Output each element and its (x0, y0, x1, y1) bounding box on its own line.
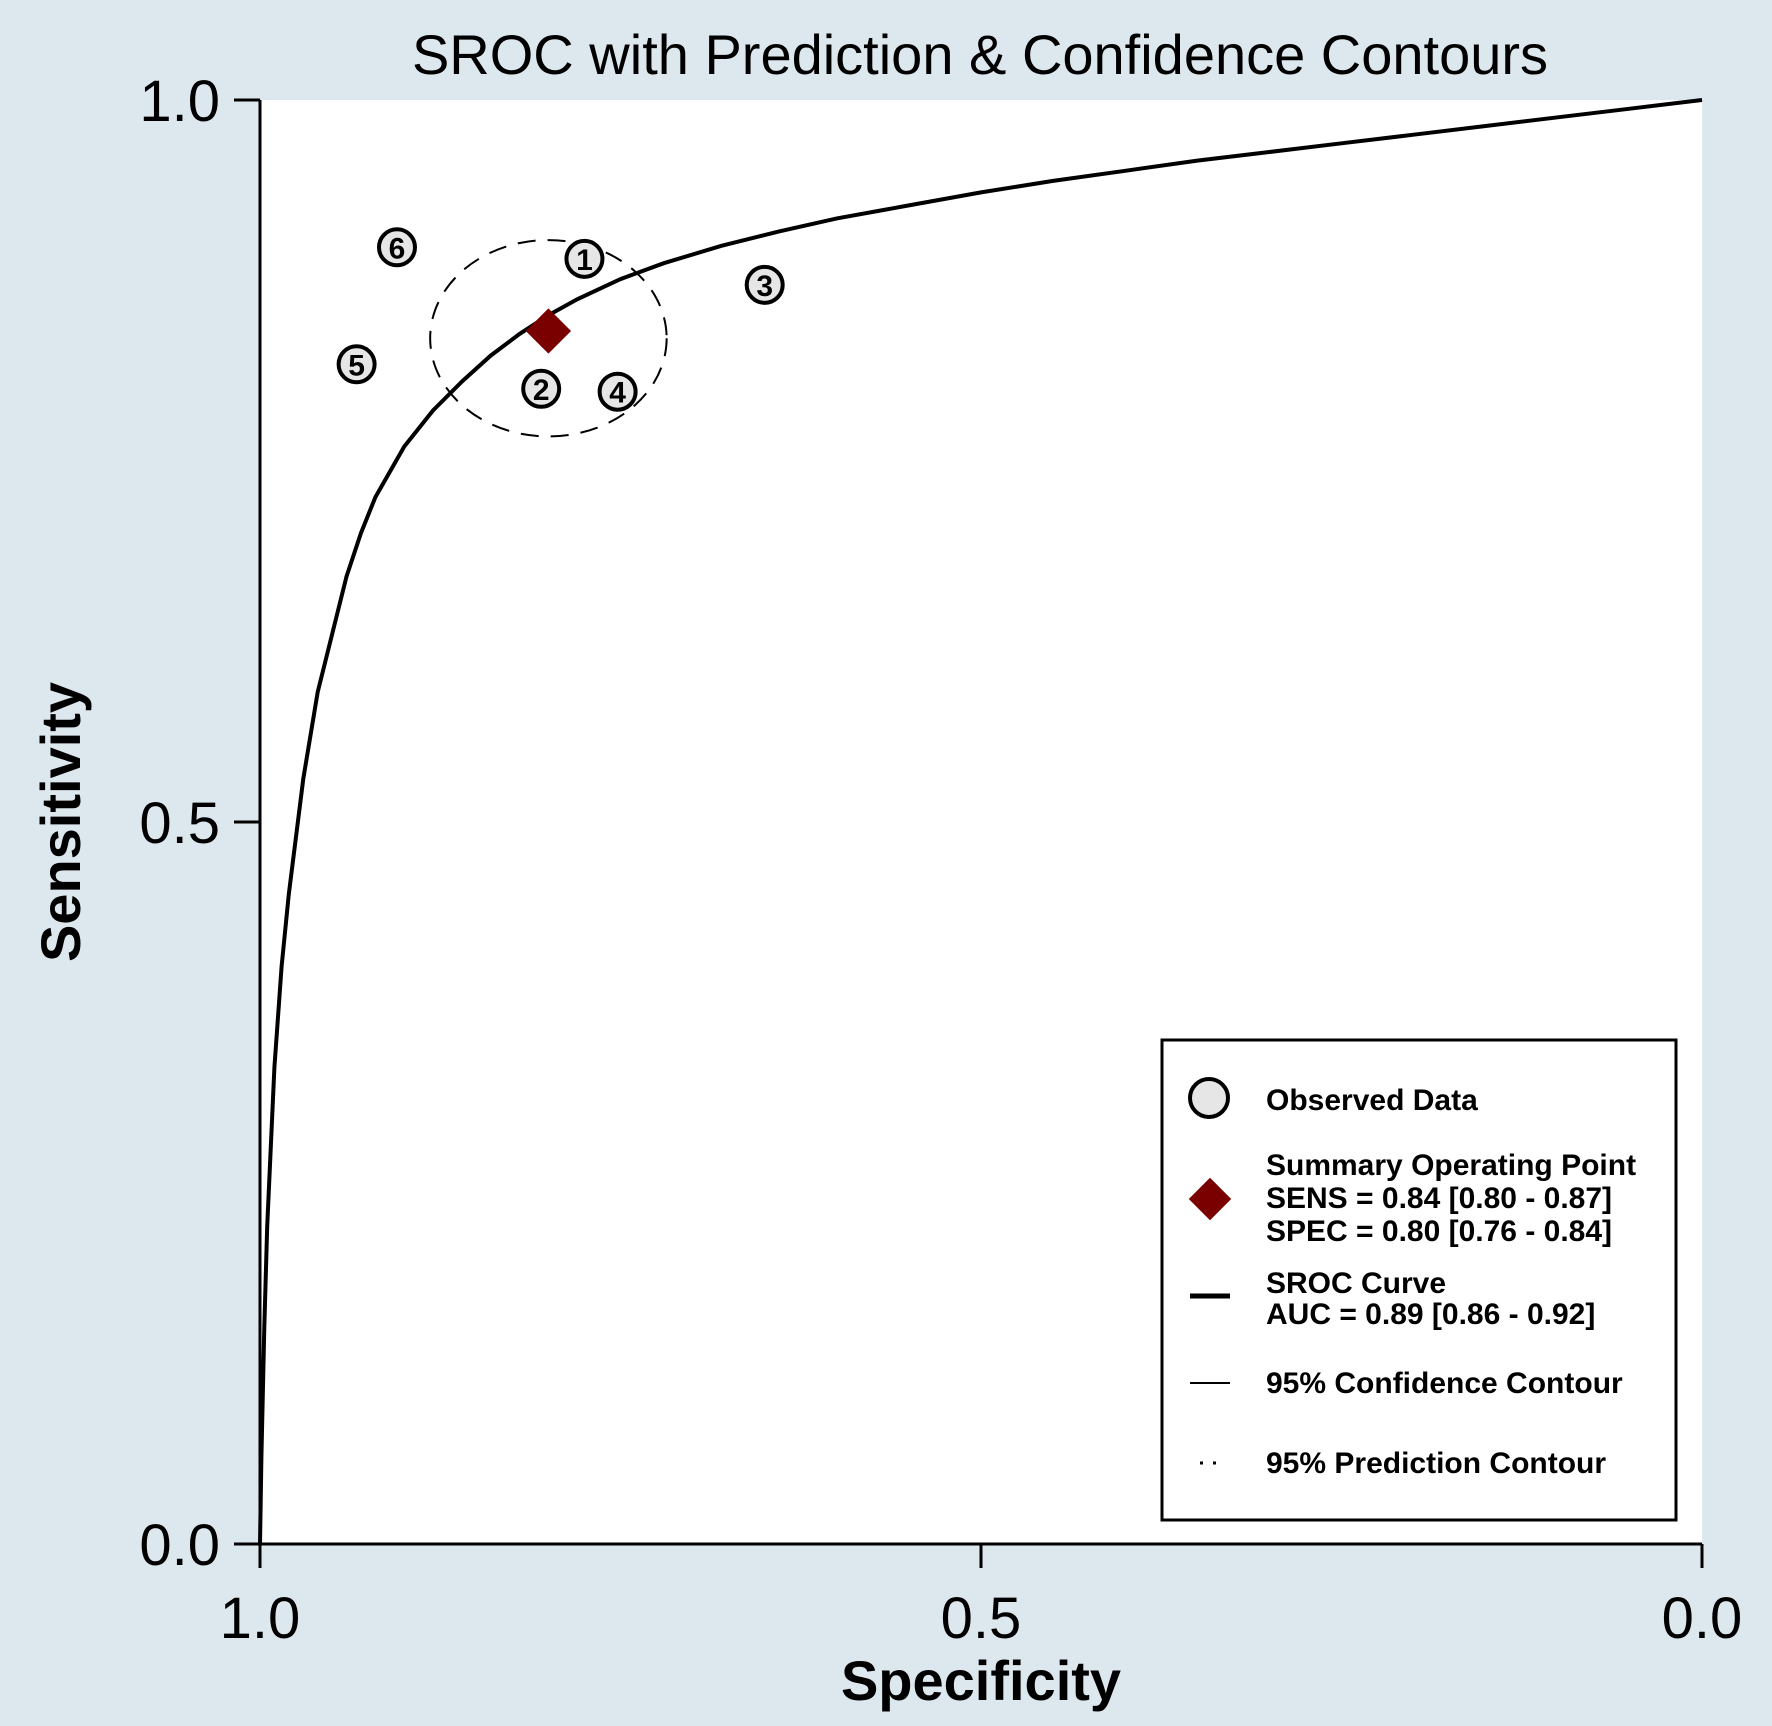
y-axis-title: Sensitivity (29, 682, 92, 962)
observed-point-label: 2 (533, 374, 550, 407)
observed-point-label: 4 (609, 377, 626, 410)
x-tick-label: 1.0 (220, 1586, 301, 1651)
legend: Observed Data Summary Operating Point SE… (1160, 1038, 1678, 1522)
legend-confidence-label: 95% Confidence Contour (1266, 1367, 1623, 1400)
observed-point-label: 3 (756, 270, 773, 303)
confidence-contour (429, 239, 668, 438)
observed-point-label: 1 (576, 244, 593, 277)
summary-point-legend-icon (1188, 1177, 1232, 1221)
y-tick-label: 0.5 (139, 791, 220, 856)
observed-points: 1 2 3 4 5 6 (336, 227, 785, 412)
observed-point-label: 6 (389, 232, 406, 265)
legend-box (1160, 1038, 1678, 1522)
legend-observed-label: Observed Data (1266, 1084, 1478, 1117)
legend-sroc-title: SROC Curve (1266, 1267, 1446, 1300)
x-tick-label: 0.0 (1662, 1586, 1743, 1651)
y-tick-label: 0.0 (139, 1513, 220, 1578)
legend-summary-spec: SPEC = 0.80 [0.76 - 0.84] (1266, 1215, 1612, 1248)
observed-point (376, 227, 417, 268)
observed-point-label: 5 (348, 349, 365, 382)
observed-point (336, 344, 377, 385)
observed-point (521, 368, 562, 409)
observed-point (597, 371, 638, 412)
observed-point (564, 238, 605, 279)
legend-sroc-auc: AUC = 0.89 [0.86 - 0.92] (1266, 1298, 1595, 1331)
x-axis-title: Specificity (841, 1649, 1121, 1712)
legend-prediction-label: 95% Prediction Contour (1266, 1447, 1606, 1480)
observed-point (744, 264, 785, 305)
observed-data-legend-icon (1188, 1077, 1230, 1119)
legend-summary-title: Summary Operating Point (1266, 1149, 1636, 1182)
chart-title: SROC with Prediction & Confidence Contou… (412, 23, 1548, 86)
y-tick-label: 1.0 (139, 69, 220, 134)
legend-summary-sens: SENS = 0.84 [0.80 - 0.87] (1266, 1182, 1612, 1215)
x-tick-label: 0.5 (941, 1586, 1022, 1651)
